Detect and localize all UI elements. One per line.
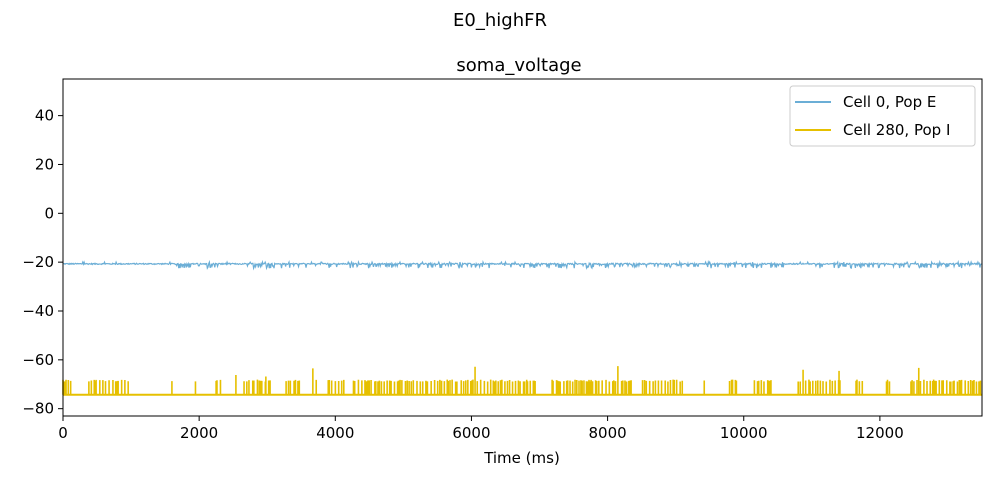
series-line-pop-e [62, 259, 983, 271]
y-tick-label: 20 [35, 155, 54, 173]
y-tick-label: −20 [22, 253, 54, 271]
x-tick-label: 6000 [452, 424, 490, 442]
y-axis: −80 −60 −40 −20 0 20 40 [22, 107, 63, 418]
figure-suptitle: E0_highFR [453, 10, 547, 31]
plot-area [62, 78, 983, 417]
series-layer [62, 259, 983, 396]
x-tick-label: 10000 [720, 424, 768, 442]
y-tick-label: −80 [22, 400, 54, 418]
x-tick-label: 4000 [316, 424, 354, 442]
y-tick-label: 0 [44, 204, 54, 222]
y-tick-label: 40 [35, 107, 54, 125]
x-tick-label: 2000 [180, 424, 218, 442]
y-tick-label: −40 [22, 302, 54, 320]
x-axis-label: Time (ms) [483, 449, 560, 467]
series-spikes-pop-i [62, 366, 982, 395]
chart-title: soma_voltage [456, 55, 581, 76]
legend-box [789, 85, 976, 147]
x-tick-label: 0 [58, 424, 68, 442]
legend: Cell 0, Pop E Cell 280, Pop I [789, 85, 976, 147]
legend-label-pop-i: Cell 280, Pop I [843, 121, 950, 139]
axes-frame [62, 78, 983, 417]
x-tick-label: 8000 [588, 424, 626, 442]
x-axis: 0 2000 4000 6000 8000 10000 12000 [58, 416, 904, 442]
legend-label-pop-e: Cell 0, Pop E [843, 93, 936, 111]
x-tick-label: 12000 [856, 424, 904, 442]
y-tick-label: −60 [22, 351, 54, 369]
